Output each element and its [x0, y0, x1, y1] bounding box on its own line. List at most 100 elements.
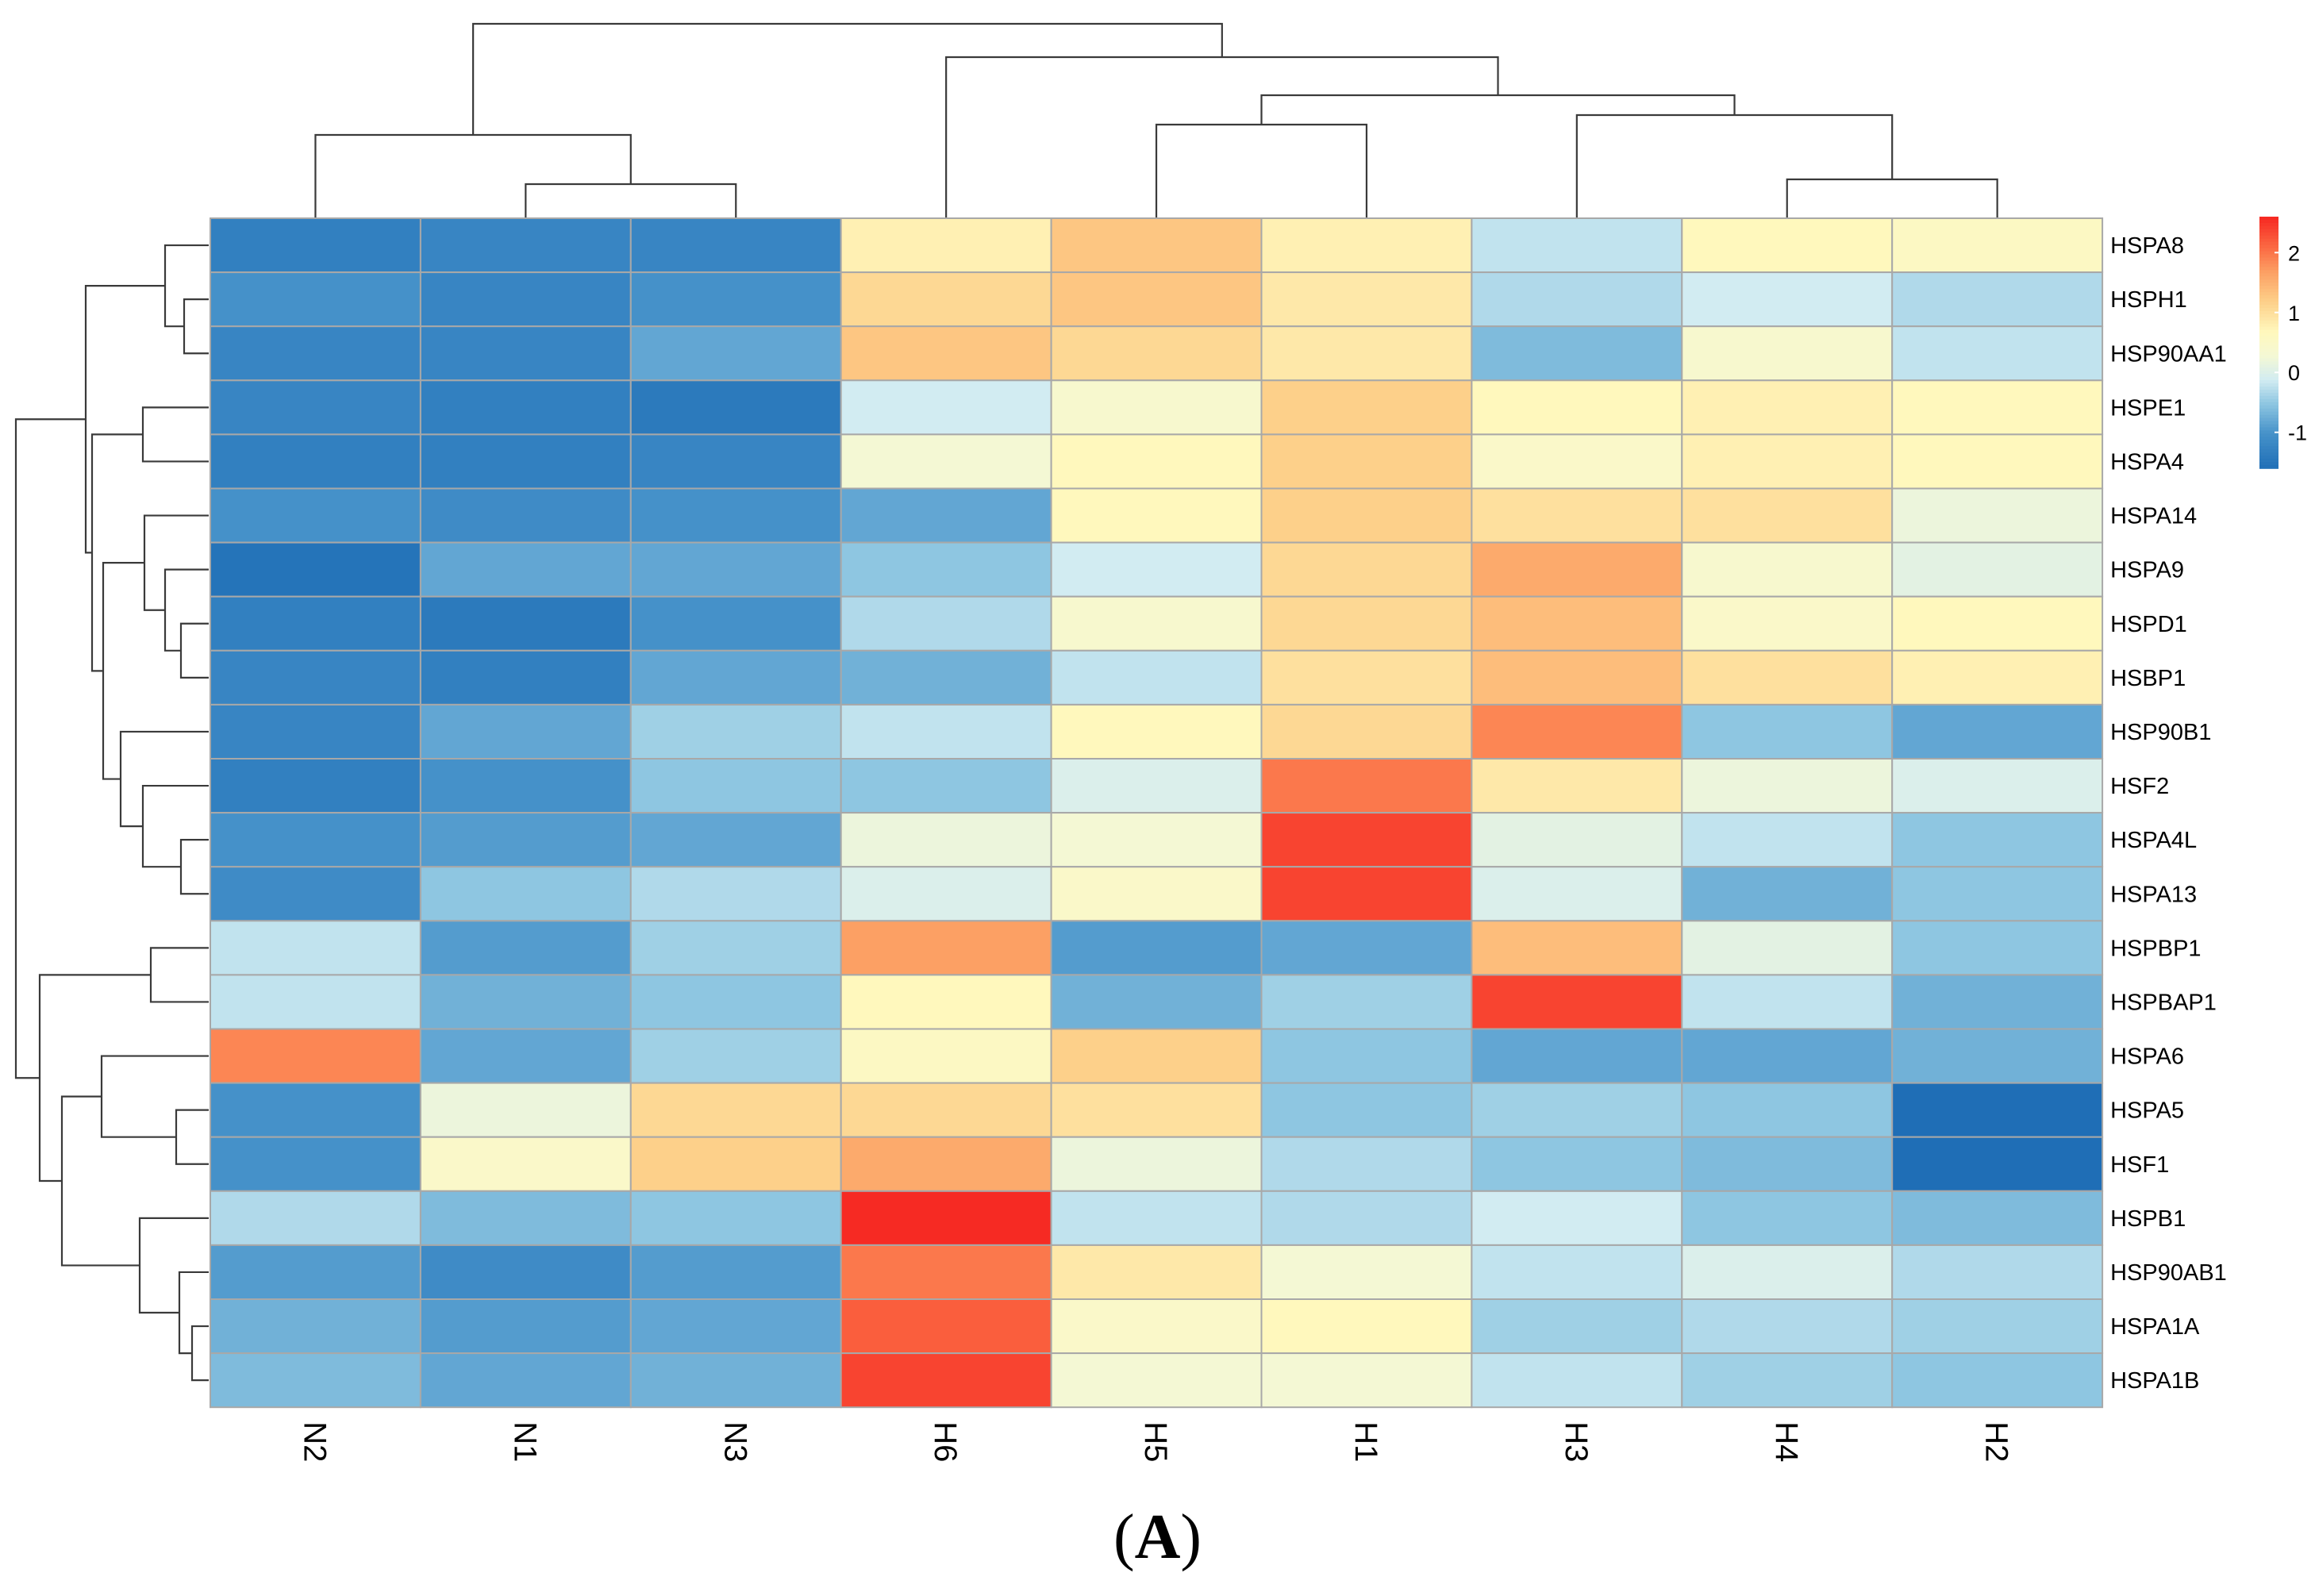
legend-gradient-segment [2259, 352, 2278, 356]
row-dendrogram-branch [14, 418, 86, 1079]
column-dendrogram-branch [1786, 178, 1998, 218]
legend-gradient-segment [2259, 389, 2278, 394]
legend-gradient-segment [2259, 238, 2278, 243]
legend-gradient-segment [2259, 270, 2278, 275]
heatmap-cell-hsp90aa1-h3 [1471, 325, 1683, 382]
heatmap-cell-hspa8-h5 [1050, 217, 1263, 274]
row-label: HSPA8 [2110, 233, 2184, 259]
row-label: HSPH1 [2110, 287, 2187, 313]
legend-gradient-segment [2259, 456, 2278, 460]
legend-gradient-segment [2259, 283, 2278, 287]
heatmap-cell-hspa5-h2 [1891, 1082, 2104, 1138]
row-label: HSBP1 [2110, 666, 2186, 691]
heatmap-cell-hspa1a-n2 [210, 1298, 421, 1355]
row-label: HSPE1 [2110, 395, 2186, 421]
heatmap-cell-hsbp1-h6 [840, 649, 1052, 706]
heatmap-cell-hspe1-h6 [840, 379, 1052, 436]
heatmap-cell-hsf1-h6 [840, 1136, 1052, 1192]
heatmap-cell-hsph1-n1 [419, 271, 632, 328]
legend-gradient-segment [2259, 333, 2278, 337]
row-label: HSF1 [2110, 1152, 2169, 1178]
heatmap-cell-hspa1a-h3 [1471, 1298, 1683, 1355]
row-dendrogram-branch [149, 947, 209, 1003]
heatmap-cell-hspbp1-h4 [1681, 920, 1894, 976]
legend-gradient-segment [2259, 440, 2278, 444]
heatmap-cell-hspbap1-h3 [1471, 974, 1683, 1030]
legend-gradient-segment [2259, 433, 2278, 438]
legend-gradient-segment [2259, 364, 2278, 368]
heatmap-cell-hspa1b-n1 [419, 1352, 632, 1409]
heatmap-cell-hspe1-h3 [1471, 379, 1683, 436]
heatmap-cell-hspa4l-h5 [1050, 812, 1263, 868]
row-label: HSPA13 [2110, 882, 2197, 907]
heatmap-cell-hsph1-h2 [1891, 271, 2104, 328]
heatmap-cell-hspbp1-h1 [1260, 920, 1473, 976]
row-dendrogram-branch [143, 514, 209, 611]
legend-gradient-segment [2259, 430, 2278, 435]
legend-gradient-segment [2259, 345, 2278, 350]
legend-gradient-segment [2259, 295, 2278, 299]
row-label: HSP90AA1 [2110, 341, 2227, 367]
legend-gradient-segment [2259, 392, 2278, 397]
heatmap-cell-hspbp1-n3 [629, 920, 842, 976]
legend-gradient-segment [2259, 424, 2278, 429]
heatmap-cell-hspa4-h5 [1050, 433, 1263, 490]
legend-gradient-segment [2259, 267, 2278, 271]
heatmap-cell-hspa4l-h3 [1471, 812, 1683, 868]
heatmap-cell-hsp90ab1-h6 [840, 1244, 1052, 1301]
heatmap-cell-hspd1-n1 [419, 595, 632, 652]
heatmap-cell-hspa13-h5 [1050, 866, 1263, 922]
heatmap-cell-hspe1-h4 [1681, 379, 1894, 436]
row-dendrogram-branch [84, 285, 165, 554]
legend-gradient-segment [2259, 298, 2278, 302]
heatmap-cell-hspbp1-h2 [1891, 920, 2104, 976]
heatmap-cell-hsp90b1-n2 [210, 703, 421, 760]
row-dendrogram [14, 244, 209, 1382]
heatmap-cell-hsp90b1-n3 [629, 703, 842, 760]
heatmap-cell-hspa14-n1 [419, 487, 632, 544]
legend-gradient-segment [2259, 229, 2278, 233]
legend-gradient-segment [2259, 304, 2278, 309]
heatmap-cell-hsp90ab1-n1 [419, 1244, 632, 1301]
heatmap-cell-hspa1a-h4 [1681, 1298, 1894, 1355]
heatmap-cell-hspa6-h2 [1891, 1028, 2104, 1084]
heatmap-cell-hspa4-h2 [1891, 433, 2104, 490]
row-label: HSPA4L [2110, 828, 2197, 853]
heatmap-cell-hspa13-h2 [1891, 866, 2104, 922]
heatmap-cell-hsf1-h2 [1891, 1136, 2104, 1192]
legend-gradient-segment [2259, 449, 2278, 453]
heatmap-cell-hspa1a-h1 [1260, 1298, 1473, 1355]
legend-gradient-segment [2259, 465, 2278, 469]
legend-gradient-segment [2259, 248, 2278, 252]
heatmap-cell-hspa1b-h4 [1681, 1352, 1894, 1409]
heatmap-cell-hspa5-n3 [629, 1082, 842, 1138]
heatmap-cell-hspa14-h1 [1260, 487, 1473, 544]
heatmap-cell-hspa13-h1 [1260, 866, 1473, 922]
legend-gradient-segment [2259, 374, 2278, 378]
heatmap-cell-hspa5-h3 [1471, 1082, 1683, 1138]
heatmap-cell-hsph1-n3 [629, 271, 842, 328]
legend-gradient-segment [2259, 355, 2278, 360]
heatmap-cell-hspa6-h3 [1471, 1028, 1683, 1084]
legend-gradient-segment [2259, 421, 2278, 425]
heatmap-cell-hsp90aa1-n2 [210, 325, 421, 382]
heatmap-cell-hsf2-h3 [1471, 758, 1683, 814]
column-labels: N2 N1 N3 H6 H5 H1 H3 H4 H2 [297, 1421, 2013, 1462]
heatmap-cell-hsp90aa1-h5 [1050, 325, 1263, 382]
heatmap-cell-hsp90ab1-h1 [1260, 1244, 1473, 1301]
heatmap-cell-hspbp1-n2 [210, 920, 421, 976]
legend-gradient-segment [2259, 342, 2278, 347]
row-dendrogram-branch [163, 244, 209, 328]
column-label: H4 [1769, 1421, 1804, 1462]
figure-caption: (A) [1113, 1502, 1202, 1572]
heatmap-cell-hsph1-h1 [1260, 271, 1473, 328]
heatmap-cell-hspb1-n1 [419, 1190, 632, 1246]
legend-gradient-segment [2259, 358, 2278, 363]
row-label: HSPBP1 [2110, 936, 2201, 961]
heatmap-cell-hspa5-n1 [419, 1082, 632, 1138]
heatmap-cell-hspa14-h4 [1681, 487, 1894, 544]
heatmap-cell-hspa8-h3 [1471, 217, 1683, 274]
heatmap-cell-hspa4l-h2 [1891, 812, 2104, 868]
heatmap-cell-hsph1-n2 [210, 271, 421, 328]
